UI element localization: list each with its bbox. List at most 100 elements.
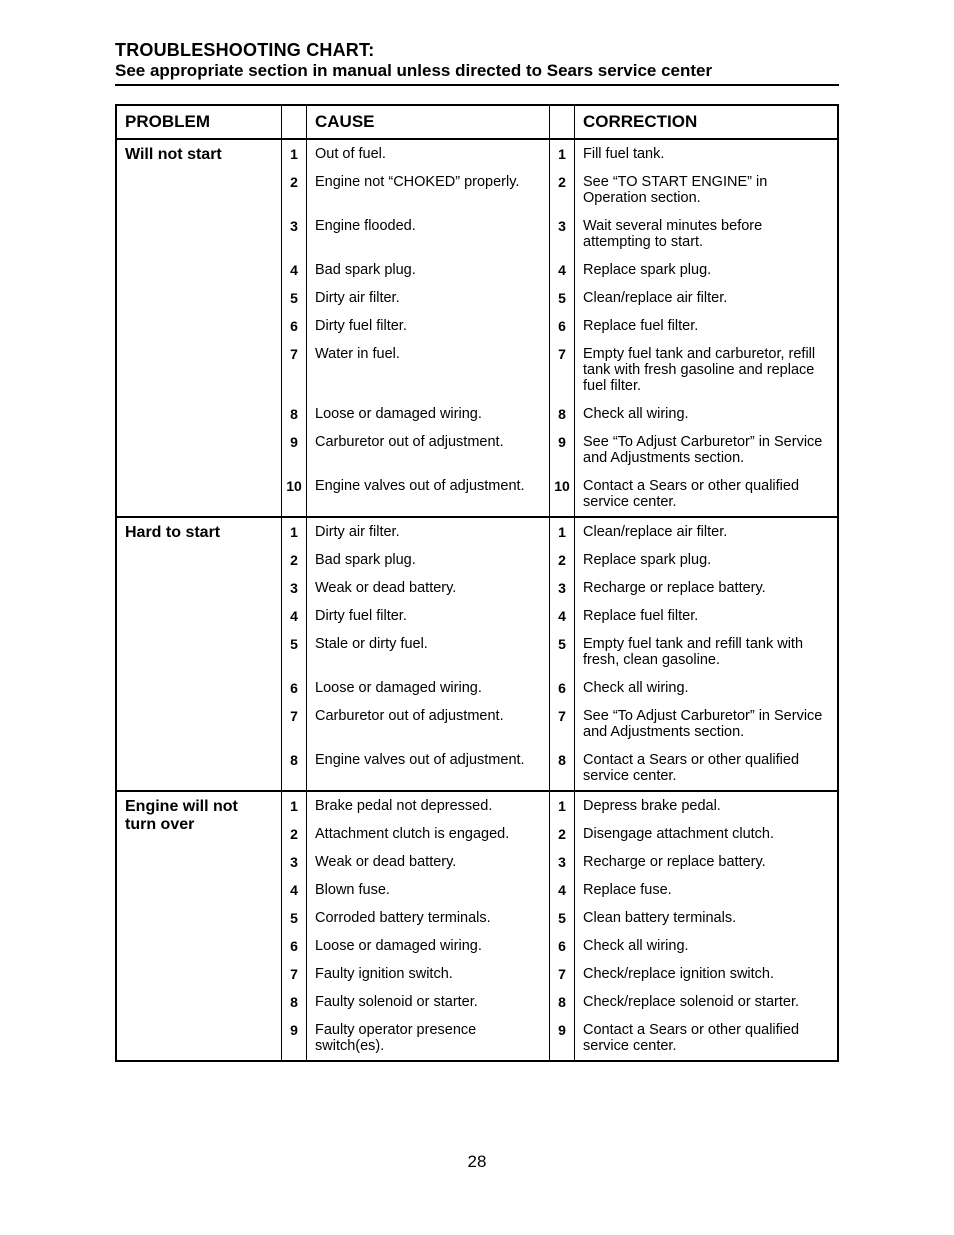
correction-number: 6 — [550, 932, 575, 960]
correction-number: 8 — [550, 400, 575, 428]
correction-number: 10 — [550, 472, 575, 516]
item-row: 8Engine valves out of adjustment.8Contac… — [282, 746, 837, 790]
item-row: 6Loose or damaged wiring.6Check all wiri… — [282, 932, 837, 960]
troubleshooting-chart: PROBLEM CAUSE CORRECTION Will not start1… — [115, 104, 839, 1062]
problem-cell: Will not start — [117, 140, 282, 516]
cause-number: 8 — [282, 988, 307, 1016]
col-header-problem: PROBLEM — [117, 106, 282, 138]
correction-number: 4 — [550, 602, 575, 630]
cause-cell: Engine flooded. — [307, 212, 550, 256]
correction-cell: See “To Adjust Carburetor” in Service an… — [575, 428, 837, 472]
correction-number: 3 — [550, 574, 575, 602]
item-row: 6Loose or damaged wiring.6Check all wiri… — [282, 674, 837, 702]
col-header-cause: CAUSE — [307, 106, 550, 138]
item-row: 2Attachment clutch is engaged.2Disengage… — [282, 820, 837, 848]
cause-cell: Stale or dirty fuel. — [307, 630, 550, 674]
correction-cell: Check all wiring. — [575, 400, 837, 428]
item-row: 4Dirty fuel filter.4Replace fuel filter. — [282, 602, 837, 630]
cause-number: 3 — [282, 848, 307, 876]
cause-cell: Attachment clutch is engaged. — [307, 820, 550, 848]
cause-cell: Engine valves out of adjustment. — [307, 472, 550, 516]
cause-cell: Loose or damaged wiring. — [307, 674, 550, 702]
cause-cell: Water in fuel. — [307, 340, 550, 400]
correction-number: 2 — [550, 820, 575, 848]
cause-number: 1 — [282, 792, 307, 820]
cause-cell: Dirty air filter. — [307, 518, 550, 546]
cause-number: 2 — [282, 546, 307, 574]
item-row: 3Engine flooded.3Wait several minutes be… — [282, 212, 837, 256]
correction-number: 5 — [550, 284, 575, 312]
item-row: 5Stale or dirty fuel.5Empty fuel tank an… — [282, 630, 837, 674]
cause-number: 9 — [282, 428, 307, 472]
correction-number: 4 — [550, 256, 575, 284]
correction-number: 8 — [550, 746, 575, 790]
item-row: 8Faulty solenoid or starter.8Check/repla… — [282, 988, 837, 1016]
section: Will not start1Out of fuel.1Fill fuel ta… — [117, 140, 837, 518]
item-row: 10Engine valves out of adjustment.10Cont… — [282, 472, 837, 516]
correction-number: 4 — [550, 876, 575, 904]
col-header-correction: CORRECTION — [575, 106, 837, 138]
cause-number: 6 — [282, 674, 307, 702]
cause-cell: Brake pedal not depressed. — [307, 792, 550, 820]
correction-cell: Check all wiring. — [575, 674, 837, 702]
cause-cell: Bad spark plug. — [307, 546, 550, 574]
correction-number: 3 — [550, 212, 575, 256]
correction-number: 3 — [550, 848, 575, 876]
cause-number: 7 — [282, 702, 307, 746]
correction-number: 7 — [550, 340, 575, 400]
item-row: 9Faulty operator presence switch(es).9Co… — [282, 1016, 837, 1060]
cause-number: 5 — [282, 284, 307, 312]
cause-number: 2 — [282, 820, 307, 848]
item-row: 7Faulty ignition switch.7Check/replace i… — [282, 960, 837, 988]
cause-cell: Carburetor out of adjustment. — [307, 428, 550, 472]
correction-number: 7 — [550, 960, 575, 988]
correction-number: 6 — [550, 312, 575, 340]
correction-number: 2 — [550, 546, 575, 574]
item-row: 7Carburetor out of adjustment.7See “To A… — [282, 702, 837, 746]
cause-cell: Faulty operator presence switch(es). — [307, 1016, 550, 1060]
correction-cell: Contact a Sears or other qualified servi… — [575, 746, 837, 790]
cause-number: 4 — [282, 602, 307, 630]
cause-number: 3 — [282, 574, 307, 602]
cause-cell: Blown fuse. — [307, 876, 550, 904]
cause-cell: Weak or dead battery. — [307, 574, 550, 602]
cause-cell: Carburetor out of adjustment. — [307, 702, 550, 746]
correction-number: 6 — [550, 674, 575, 702]
rows-container: 1Dirty air filter.1Clean/replace air fil… — [282, 518, 837, 790]
cause-number: 8 — [282, 400, 307, 428]
correction-cell: Fill fuel tank. — [575, 140, 837, 168]
correction-cell: See “TO START ENGINE” in Operation secti… — [575, 168, 837, 212]
rows-container: 1Brake pedal not depressed.1Depress brak… — [282, 792, 837, 1060]
correction-cell: Check all wiring. — [575, 932, 837, 960]
correction-number: 1 — [550, 518, 575, 546]
correction-number: 2 — [550, 168, 575, 212]
cause-cell: Out of fuel. — [307, 140, 550, 168]
page-number: 28 — [115, 1152, 839, 1172]
correction-number: 9 — [550, 1016, 575, 1060]
item-row: 3Weak or dead battery.3Recharge or repla… — [282, 848, 837, 876]
cause-cell: Corroded battery terminals. — [307, 904, 550, 932]
cause-number: 7 — [282, 960, 307, 988]
cause-number: 3 — [282, 212, 307, 256]
correction-cell: Empty fuel tank and carburetor, refill t… — [575, 340, 837, 400]
col-header-num1 — [282, 106, 307, 138]
item-row: 7Water in fuel.7Empty fuel tank and carb… — [282, 340, 837, 400]
correction-number: 1 — [550, 140, 575, 168]
cause-cell: Loose or damaged wiring. — [307, 932, 550, 960]
cause-cell: Dirty fuel filter. — [307, 602, 550, 630]
correction-cell: Clean/replace air filter. — [575, 518, 837, 546]
page-title: TROUBLESHOOTING CHART: — [115, 40, 839, 61]
item-row: 6Dirty fuel filter.6Replace fuel filter. — [282, 312, 837, 340]
cause-cell: Engine valves out of adjustment. — [307, 746, 550, 790]
correction-cell: Wait several minutes before attempting t… — [575, 212, 837, 256]
correction-number: 5 — [550, 630, 575, 674]
cause-number: 2 — [282, 168, 307, 212]
correction-cell: Check/replace ignition switch. — [575, 960, 837, 988]
item-row: 1Dirty air filter.1Clean/replace air fil… — [282, 518, 837, 546]
cause-number: 10 — [282, 472, 307, 516]
rows-container: 1Out of fuel.1Fill fuel tank.2Engine not… — [282, 140, 837, 516]
correction-cell: Empty fuel tank and refill tank with fre… — [575, 630, 837, 674]
section: Engine will not turn over1Brake pedal no… — [117, 792, 837, 1060]
correction-cell: Replace fuse. — [575, 876, 837, 904]
item-row: 5Corroded battery terminals.5Clean batte… — [282, 904, 837, 932]
